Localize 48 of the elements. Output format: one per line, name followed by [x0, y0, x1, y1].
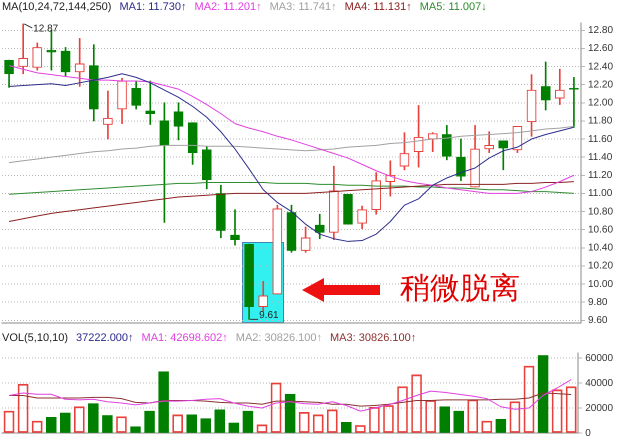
y-tick-label: 11.80 — [588, 116, 613, 127]
bar — [144, 410, 155, 433]
y-tick-label: 10.60 — [588, 224, 614, 236]
text: MA1: 42698.602↑ — [142, 332, 228, 344]
bar — [439, 406, 450, 433]
y-tick-label: 12.40 — [588, 61, 614, 72]
text: MA5: 11.007↓ — [420, 1, 487, 13]
y-tick-label: 11.40 — [588, 152, 613, 163]
annotation: 稍微脱离 — [400, 270, 520, 308]
y-tick-label: 10.00 — [588, 278, 614, 290]
y-tick-label: 10.20 — [588, 260, 614, 272]
text: MA2: 11.201↑ — [194, 1, 262, 13]
chart-subtitle: 37222.000↑ — [76, 332, 134, 344]
bar — [88, 403, 99, 433]
y-tick-label: 12.00 — [588, 98, 614, 109]
y-tick-label: 12.80 — [588, 25, 614, 36]
bar — [158, 371, 169, 433]
bar — [538, 355, 548, 433]
candlestick — [230, 209, 240, 246]
y-tick-label: 60000 — [585, 352, 614, 364]
bar — [214, 410, 226, 433]
chart-title: MA(10,24,72,144,250) — [2, 1, 112, 13]
y-tick-label: 12.60 — [588, 43, 614, 54]
text: MA3: 11.741↑ — [270, 1, 337, 13]
text: MA1: 11.730↑ — [119, 1, 187, 13]
bar — [186, 414, 198, 433]
bar — [453, 410, 464, 433]
y-tick-label: 20000 — [585, 402, 614, 414]
y-tick-label: 11.60 — [588, 134, 613, 145]
text: MA4: 11.131↑ — [344, 1, 412, 13]
y-tick-label: 10.80 — [588, 206, 614, 218]
y-tick-label: 10.40 — [588, 242, 614, 254]
annotation: 12.87 — [33, 24, 59, 35]
text: MA3: 30826.100↑ — [330, 332, 416, 344]
y-tick-label: 9.60 — [588, 315, 608, 326]
y-tick-label: 9.80 — [588, 296, 608, 308]
bar — [4, 410, 14, 433]
legend-label: MA2: 30826.100↑ — [236, 332, 322, 344]
y-tick-label: 11.00 — [588, 188, 613, 200]
chart-title: VOL(5,10,10) — [2, 332, 68, 344]
bar — [242, 410, 254, 433]
y-tick-label: 11.20 — [588, 170, 613, 182]
bar — [60, 412, 71, 433]
y-tick-label: 40000 — [585, 378, 614, 389]
bar — [284, 394, 296, 433]
y-tick-label: 0 — [585, 428, 592, 439]
annotation: 9.61 — [259, 310, 280, 322]
y-tick-label: 12.20 — [588, 79, 614, 90]
